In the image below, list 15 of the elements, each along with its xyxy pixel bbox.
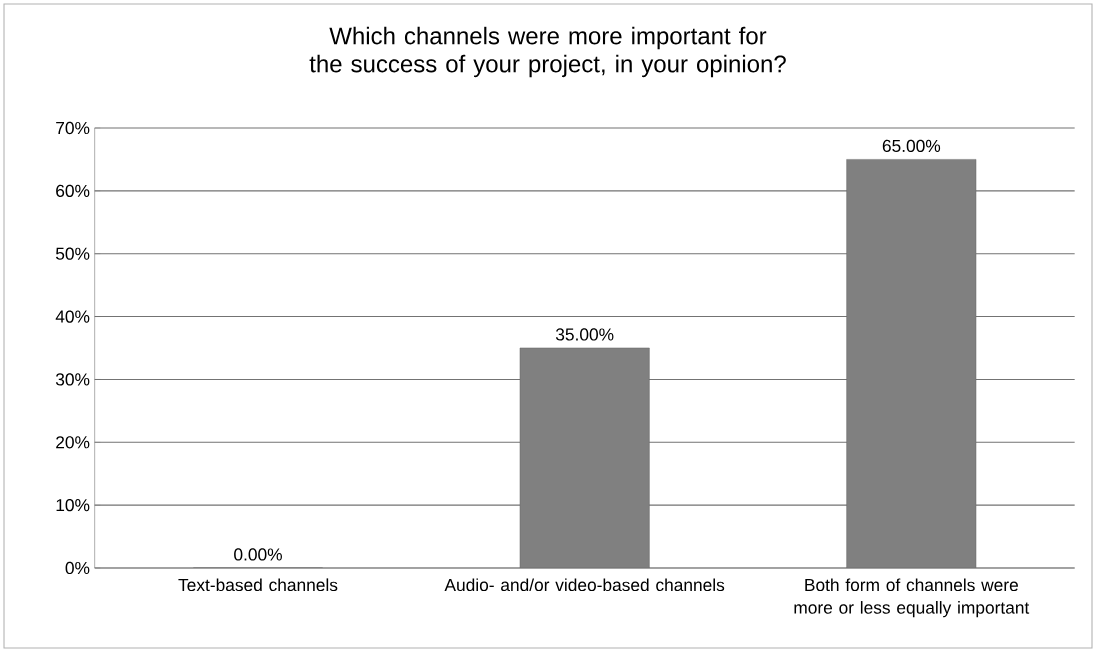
x-tick-label: Both form of channels were more or less equally important [794,578,1030,618]
chart-title: Which channels were more important for the success of your project, in your opinion? [309,26,786,78]
y-tick-label: 30% [55,373,90,386]
y-tick-label: 20% [56,436,90,449]
data-label: 35.00% [555,328,614,341]
data-label: 65.00% [882,139,941,153]
y-tick-label: 10% [56,498,90,512]
x-tick-label: Audio- and/or video-based channels [444,578,725,592]
data-label: 0.00% [234,548,282,561]
y-tick-label: 40% [55,310,90,323]
y-tick-label: 60% [56,184,90,197]
y-tick-label: 50% [55,247,90,260]
x-tick-label: Text-based channels [178,578,338,592]
y-tick-label: 0% [65,561,90,575]
y-tick-label: 70% [56,121,90,135]
